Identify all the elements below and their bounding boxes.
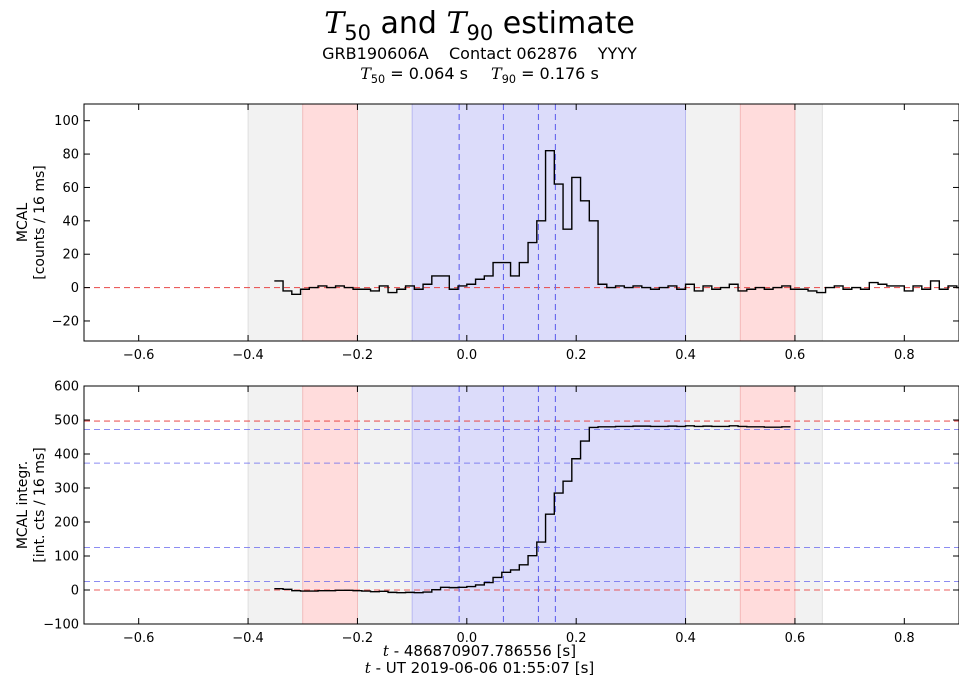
counts-ytick-label-0: −20 bbox=[52, 314, 79, 329]
counts-xtick-label-1: −0.4 bbox=[232, 348, 264, 363]
counts-red-band-1 bbox=[739, 104, 796, 341]
integ-ytick-label-7: 600 bbox=[54, 380, 79, 395]
x-axis-label-1: t - 486870907.786556 [s] bbox=[0, 642, 959, 660]
integ-ylabel-1: MCAL integr. bbox=[15, 461, 31, 549]
counts-blue-band-0 bbox=[411, 104, 686, 341]
counts-plot-area bbox=[84, 104, 959, 341]
counts-ytick-label-3: 40 bbox=[62, 214, 79, 229]
counts-ylabel-2: [counts / 16 ms] bbox=[32, 165, 48, 280]
integ-xtick-label-6: 0.6 bbox=[785, 631, 806, 646]
integ-xtick-label-3: 0.0 bbox=[456, 631, 477, 646]
integ-ytick-label-3: 200 bbox=[54, 516, 79, 531]
x-axis-text-1: - 486870907.786556 [s] bbox=[393, 642, 577, 660]
t90-symbol: T bbox=[491, 64, 502, 83]
integ-red-band-0 bbox=[302, 386, 358, 624]
flags: YYYY bbox=[597, 44, 637, 63]
integ-ytick-label-4: 300 bbox=[54, 482, 79, 497]
counts-ytick-label-5: 80 bbox=[62, 148, 79, 163]
title-symbol-t90: T bbox=[446, 6, 467, 41]
title-symbol-t50: T bbox=[324, 6, 345, 41]
counts-panel: −0.6 −0.4 −0.2 0.0 0.2 0.4 0.6 0.8 −20 0 20 40 60 80 1… bbox=[15, 103, 959, 363]
t90-sub: 90 bbox=[501, 73, 516, 87]
counts-xtick-label-3: 0.0 bbox=[456, 348, 477, 363]
counts-ylabel-1: MCAL bbox=[15, 203, 31, 242]
counts-xtick-label-6: 0.6 bbox=[785, 348, 806, 363]
integ-xtick-label-1: −0.4 bbox=[232, 631, 264, 646]
integ-xtick-label-5: 0.4 bbox=[675, 631, 696, 646]
x-axis-symbol-2: t bbox=[364, 659, 371, 677]
counts-red-band-0 bbox=[302, 104, 358, 341]
integ-ytick-label-5: 400 bbox=[54, 448, 79, 463]
integ-panel: −0.6 −0.4 −0.2 0.0 0.2 0.4 0.6 0.8 −100 0 100 200 30… bbox=[15, 380, 959, 646]
t50-symbol: T bbox=[360, 64, 371, 83]
integ-ytick-label-0: −100 bbox=[43, 618, 79, 633]
counts-xtick-label-5: 0.4 bbox=[675, 348, 696, 363]
integ-ytick-label-1: 0 bbox=[71, 584, 79, 599]
t50-value: = 0.064 s bbox=[390, 64, 468, 83]
x-axis-label-2: t - UT 2019-06-06 01:55:07 [s] bbox=[0, 659, 959, 677]
counts-xtick-label-0: −0.6 bbox=[123, 348, 155, 363]
integ-ytick-label-6: 500 bbox=[54, 414, 79, 429]
title-sub-90: 90 bbox=[466, 21, 494, 45]
chart-title: T50 and T90 estimate bbox=[0, 2, 959, 55]
integ-ylabel-2: [int. cts / 16 ms] bbox=[32, 447, 48, 562]
contact-id: Contact 062876 bbox=[449, 44, 578, 63]
integ-series-line bbox=[274, 425, 791, 594]
integ-xtick-label-2: −0.2 bbox=[342, 631, 374, 646]
integ-xtick-label-4: 0.2 bbox=[566, 631, 587, 646]
chart-subtitle-durations: T50 = 0.064 s T90 = 0.176 s bbox=[0, 64, 959, 90]
chart-subtitle-ids: GRB190606A Contact 062876 YYYY bbox=[0, 44, 959, 64]
counts-xtick-label-4: 0.2 bbox=[566, 348, 587, 363]
integ-red-band-1 bbox=[739, 386, 796, 624]
t50-sub: 50 bbox=[370, 73, 386, 87]
integ-xtick-label-0: −0.6 bbox=[123, 631, 155, 646]
counts-xtick-label-7: 0.8 bbox=[894, 348, 915, 363]
x-axis-text-2: - UT 2019-06-06 01:55:07 [s] bbox=[375, 659, 595, 677]
grb-name: GRB190606A bbox=[322, 44, 429, 63]
integ-plot-area bbox=[84, 386, 959, 624]
integ-xtick-label-7: 0.8 bbox=[894, 631, 915, 646]
t90-value: = 0.176 s bbox=[521, 64, 599, 83]
integ-ytick-label-2: 100 bbox=[54, 550, 79, 565]
counts-ytick-label-6: 100 bbox=[54, 114, 79, 129]
title-sub-50: 50 bbox=[344, 21, 371, 45]
integ-axes-frame bbox=[83, 385, 959, 625]
title-estimate: estimate bbox=[502, 6, 635, 41]
x-axis-symbol-1: t bbox=[382, 642, 389, 660]
title-and: and bbox=[380, 6, 437, 41]
counts-ytick-label-4: 60 bbox=[62, 181, 79, 196]
counts-ytick-label-2: 20 bbox=[62, 248, 79, 263]
counts-ytick-label-1: 0 bbox=[71, 281, 79, 296]
counts-axes-frame bbox=[83, 103, 959, 342]
counts-series-line bbox=[274, 150, 959, 295]
counts-xtick-label-2: −0.2 bbox=[342, 348, 374, 363]
